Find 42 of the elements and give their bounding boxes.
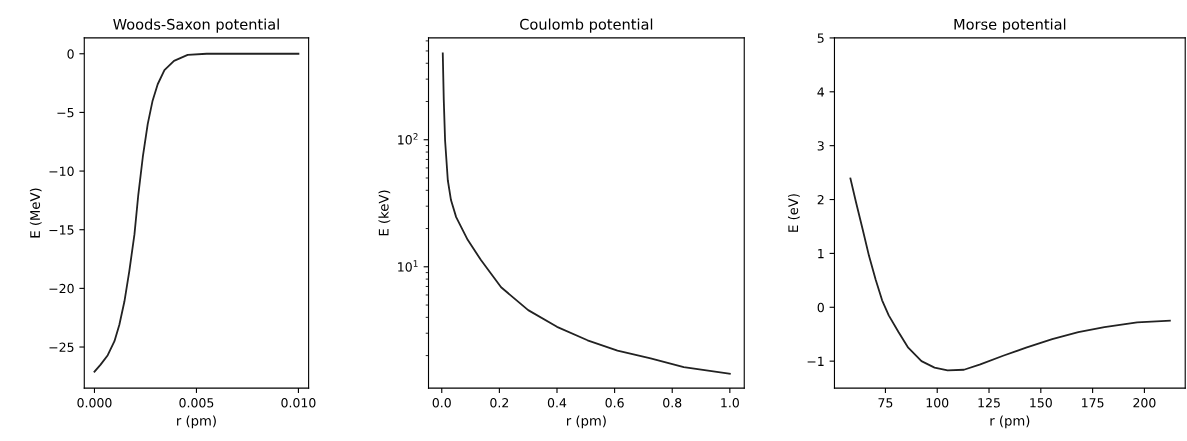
x-tick-label: 0.8 bbox=[663, 398, 682, 408]
x-tick-label: 100 bbox=[926, 398, 949, 408]
x-axis-title: r (pm) bbox=[990, 415, 1030, 429]
y-tick-label: −25 bbox=[49, 342, 74, 352]
y-tick-label: 0 bbox=[67, 49, 74, 59]
line-series bbox=[849, 177, 1171, 372]
x-tick-label: 125 bbox=[978, 398, 1000, 408]
y-tick-label: 10$^{1}$ bbox=[398, 260, 418, 272]
x-tick-label: 0.005 bbox=[179, 398, 214, 408]
x-tick-label: 75 bbox=[878, 398, 893, 408]
y-tick-label: −10 bbox=[49, 166, 74, 176]
x-tick-label: 0.000 bbox=[77, 398, 112, 408]
y-tick-label: 4 bbox=[817, 87, 825, 97]
y-tick-label: 1 bbox=[818, 249, 824, 259]
y-axis-title: E (eV) bbox=[788, 194, 800, 232]
y-tick-label: −5 bbox=[57, 108, 74, 118]
x-tick-label: 0.6 bbox=[605, 398, 624, 408]
chart-title: Woods-Saxon potential bbox=[113, 18, 279, 33]
y-tick-label: 10$^{2}$ bbox=[398, 133, 418, 145]
x-tick-label: 0.0 bbox=[432, 398, 451, 408]
chart-title: Morse potential bbox=[954, 18, 1066, 33]
y-tick-label: 0 bbox=[817, 302, 824, 313]
line-series bbox=[441, 52, 731, 375]
x-tick-label: 0.4 bbox=[547, 398, 567, 408]
y-tick-label: 3 bbox=[817, 141, 824, 151]
x-tick-label: 0.010 bbox=[281, 398, 316, 408]
x-axis-title: r (pm) bbox=[177, 415, 216, 429]
y-tick-label: 2 bbox=[817, 195, 824, 205]
y-tick-label: 5 bbox=[817, 33, 824, 43]
x-axis-title: r (pm) bbox=[567, 415, 606, 429]
y-tick-label: −20 bbox=[49, 283, 74, 294]
x-tick-label: 175 bbox=[1082, 398, 1104, 408]
x-tick-label: 150 bbox=[1030, 398, 1052, 408]
x-tick-label: 1.0 bbox=[721, 398, 739, 408]
y-axis-title: E (keV) bbox=[378, 190, 391, 236]
x-tick-label: 200 bbox=[1133, 398, 1156, 408]
y-axis-title: E (MeV) bbox=[29, 188, 42, 238]
y-tick-label: −15 bbox=[49, 225, 74, 235]
x-tick-label: 0.2 bbox=[490, 398, 509, 408]
line-series bbox=[93, 52, 300, 373]
chart-title: Coulomb potential bbox=[520, 18, 653, 33]
y-tick-label: −1 bbox=[807, 356, 824, 366]
